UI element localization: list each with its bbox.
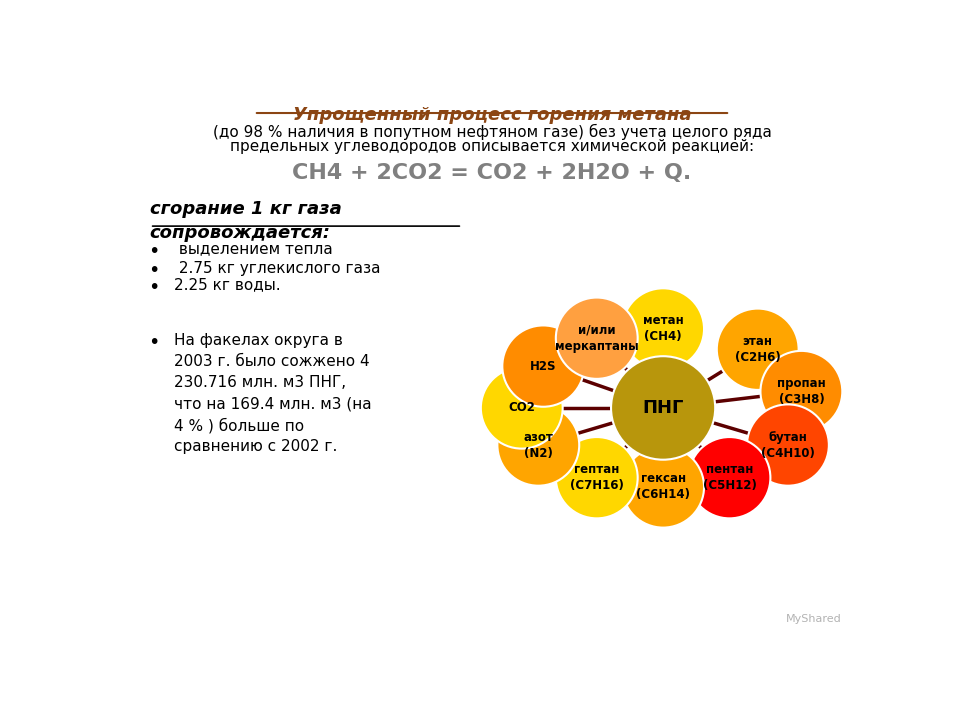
Text: •: • [148, 261, 159, 280]
Text: гептан
(C7H16): гептан (C7H16) [570, 463, 624, 492]
Text: •: • [148, 278, 159, 297]
Text: азот
(N2): азот (N2) [523, 431, 553, 459]
Ellipse shape [717, 309, 799, 390]
Text: сгорание 1 кг газа
сопровождается:: сгорание 1 кг газа сопровождается: [150, 200, 342, 242]
Ellipse shape [611, 356, 715, 459]
Text: 2.75 кг углекислого газа: 2.75 кг углекислого газа [174, 261, 380, 276]
Text: бутан
(C4H10): бутан (C4H10) [761, 431, 815, 459]
Text: предельных углеводородов описывается химической реакцией:: предельных углеводородов описывается хим… [230, 139, 754, 154]
Text: ПНГ: ПНГ [642, 399, 684, 417]
Text: 2.25 кг воды.: 2.25 кг воды. [174, 278, 280, 292]
Text: Упрощенный процесс горения метана: Упрощенный процесс горения метана [293, 106, 691, 124]
Text: На факелах округа в
2003 г. было сожжено 4
230.716 млн. м3 ПНГ,
что на 169.4 млн: На факелах округа в 2003 г. было сожжено… [174, 333, 372, 454]
Ellipse shape [481, 367, 563, 449]
Text: гексан
(C6H14): гексан (C6H14) [636, 472, 690, 501]
Text: •: • [148, 242, 159, 261]
Text: •: • [148, 333, 159, 352]
Text: CH4 + 2CO2 = CO2 + 2H2O + Q.: CH4 + 2CO2 = CO2 + 2H2O + Q. [293, 163, 691, 183]
Ellipse shape [747, 405, 828, 486]
Ellipse shape [760, 351, 842, 432]
Text: этан
(C2H6): этан (C2H6) [734, 335, 780, 364]
Text: метан
(CH4): метан (CH4) [643, 315, 684, 343]
Ellipse shape [497, 405, 579, 486]
Ellipse shape [622, 446, 704, 528]
Ellipse shape [688, 437, 771, 518]
Ellipse shape [556, 437, 637, 518]
Ellipse shape [622, 288, 704, 369]
Text: (до 98 % наличия в попутном нефтяном газе) без учета целого ряда: (до 98 % наличия в попутном нефтяном газ… [212, 124, 772, 140]
Text: и/или
меркаптаны: и/или меркаптаны [555, 324, 638, 353]
Text: MyShared: MyShared [786, 614, 842, 624]
Ellipse shape [502, 325, 584, 407]
Text: пентан
(C5H12): пентан (C5H12) [703, 463, 756, 492]
Ellipse shape [556, 297, 637, 379]
Text: H2S: H2S [530, 359, 557, 372]
Text: пропан
(C3H8): пропан (C3H8) [777, 377, 826, 406]
Text: выделением тепла: выделением тепла [174, 242, 332, 256]
Text: CO2: CO2 [509, 402, 535, 415]
